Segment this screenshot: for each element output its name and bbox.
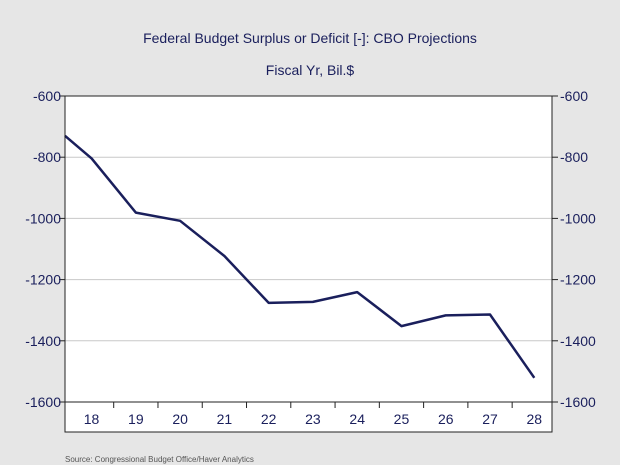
series-layer [64, 134, 536, 379]
y-tick-label-right: -1200 [560, 272, 596, 288]
x-tick-label: 21 [217, 411, 233, 427]
chart-subtitle: Fiscal Yr, Bil.$ [266, 62, 355, 78]
x-tick-label: 20 [172, 411, 188, 427]
x-tick-label: 22 [261, 411, 277, 427]
series-line [64, 134, 536, 379]
gridlines [65, 156, 552, 342]
y-axis-right: -600 -800 -1000 -1200 -1400 -1600 [552, 88, 596, 410]
y-tick-label-right: -1000 [560, 210, 596, 226]
x-tick-label: 25 [394, 411, 410, 427]
x-tick-label: 18 [84, 411, 100, 427]
y-axis-left: -600 -800 -1000 -1200 -1400 -1600 [25, 88, 65, 410]
x-axis: 18 19 20 21 22 23 24 25 26 27 28 [64, 401, 553, 433]
y-tick-label-right: -1600 [560, 394, 596, 410]
y-tick-label-left: -1400 [25, 333, 61, 349]
x-tick-label: 27 [482, 411, 498, 427]
y-tick-label-left: -1200 [25, 272, 61, 288]
y-tick-label-left: -600 [33, 88, 61, 104]
chart-title: Federal Budget Surplus or Deficit [-]: C… [143, 30, 477, 46]
x-tick-label: 26 [438, 411, 454, 427]
y-tick-label-right: -600 [560, 88, 588, 104]
y-tick-label-right: -1400 [560, 333, 596, 349]
x-tick-label: 24 [349, 411, 365, 427]
x-axis-band [64, 401, 553, 433]
x-tick-label: 28 [527, 411, 543, 427]
y-tick-label-left: -1600 [25, 394, 61, 410]
x-tick-label: 19 [128, 411, 144, 427]
y-tick-label-left: -800 [33, 149, 61, 165]
x-tick-label: 23 [305, 411, 321, 427]
y-tick-label-right: -800 [560, 149, 588, 165]
plot-area [65, 96, 552, 402]
source-note: Source: Congressional Budget Office/Have… [65, 455, 254, 464]
y-tick-label-left: -1000 [25, 210, 61, 226]
